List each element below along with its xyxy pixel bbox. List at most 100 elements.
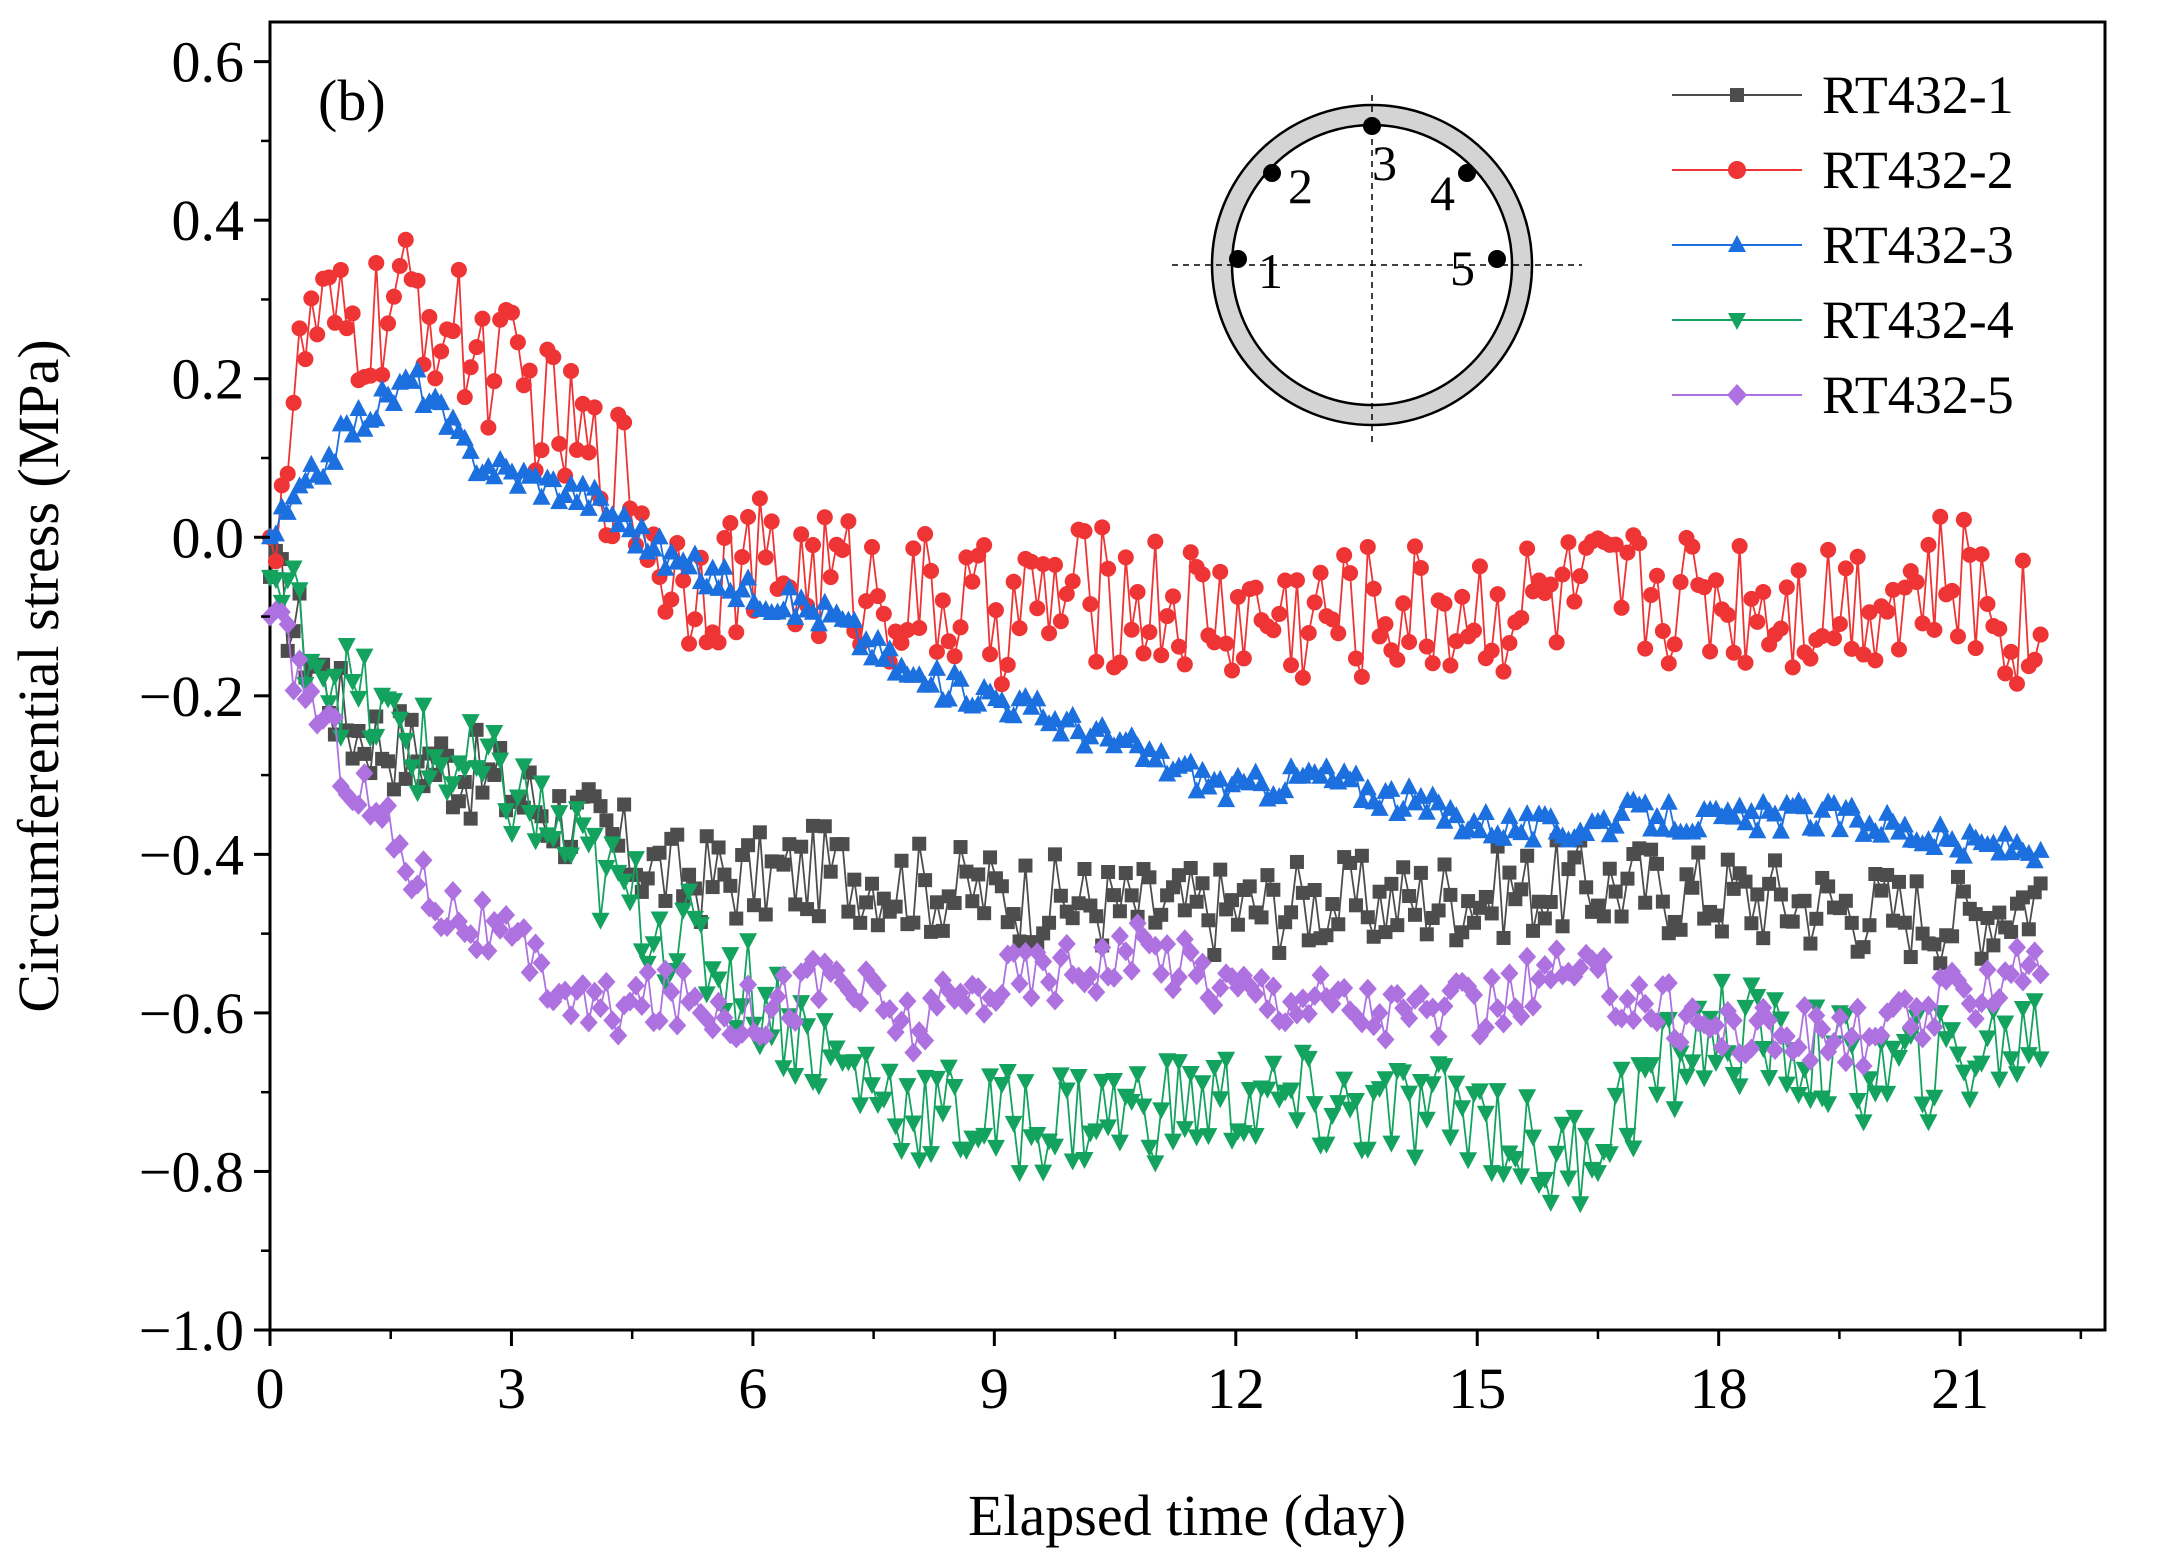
- data-point-rt432-2: [763, 513, 780, 530]
- data-point-rt432-1: [1260, 868, 1275, 883]
- data-point-rt432-5: [957, 994, 976, 1015]
- data-point-rt432-5: [1813, 1019, 1832, 1040]
- data-point-rt432-4: [1110, 1134, 1129, 1152]
- data-point-rt432-5: [426, 901, 445, 922]
- data-point-rt432-1: [1083, 898, 1098, 913]
- data-point-rt432-3: [1653, 819, 1672, 837]
- y-tick-label: −1.0: [139, 1298, 244, 1363]
- data-point-rt432-5: [892, 1010, 911, 1031]
- data-point-rt432-2: [905, 540, 922, 557]
- data-point-rt432-4: [1394, 1064, 1413, 1082]
- data-point-rt432-5: [1529, 969, 1548, 990]
- data-point-rt432-4: [390, 711, 409, 729]
- data-point-rt432-3: [1075, 736, 1094, 754]
- data-point-rt432-4: [2002, 1051, 2021, 1069]
- data-point-rt432-2: [1814, 628, 1831, 645]
- data-point-rt432-3: [556, 486, 575, 504]
- data-point-rt432-4: [644, 936, 663, 954]
- data-point-rt432-2: [1749, 613, 1766, 630]
- data-point-rt432-5: [1482, 967, 1501, 988]
- data-point-rt432-1: [1154, 907, 1169, 922]
- data-point-rt432-1: [1590, 898, 1605, 913]
- series-rt432-4: [261, 560, 2050, 1214]
- data-point-rt432-3: [632, 517, 651, 535]
- data-point-rt432-4: [1441, 1129, 1460, 1147]
- data-point-rt432-2: [1961, 546, 1978, 563]
- legend: RT432-1 RT432-2 RT432-3 RT432-4 RT432-5: [1672, 65, 2014, 425]
- data-point-rt432-5: [1040, 971, 1059, 992]
- data-point-rt432-4: [443, 776, 462, 794]
- data-point-rt432-1: [1254, 910, 1269, 925]
- data-point-rt432-5: [467, 939, 486, 960]
- data-point-rt432-4: [1907, 1009, 1926, 1027]
- data-point-rt432-1: [1301, 933, 1316, 948]
- data-point-rt432-5: [1825, 1031, 1844, 1052]
- data-point-rt432-1: [1927, 937, 1942, 952]
- data-point-rt432-2: [934, 592, 951, 609]
- data-point-rt432-3: [1146, 750, 1165, 768]
- data-point-rt432-5: [1624, 1010, 1643, 1031]
- data-point-rt432-1: [906, 915, 921, 930]
- data-point-rt432-3: [1577, 824, 1596, 842]
- data-point-rt432-3: [314, 467, 333, 485]
- data-point-rt432-3: [278, 502, 297, 520]
- data-point-rt432-1: [1655, 894, 1670, 909]
- data-point-rt432-4: [1453, 1100, 1472, 1118]
- data-point-rt432-4: [1287, 1112, 1306, 1130]
- data-point-rt432-2: [1153, 647, 1170, 664]
- legend-label-rt432-3: RT432-3: [1822, 215, 2014, 275]
- data-point-rt432-2: [1784, 659, 1801, 676]
- data-point-rt432-5: [674, 961, 693, 982]
- data-point-rt432-4: [1217, 1051, 1236, 1069]
- data-point-rt432-4: [1459, 1152, 1478, 1170]
- data-point-rt432-5: [668, 1015, 687, 1036]
- data-point-rt432-4: [1943, 1022, 1962, 1040]
- data-point-rt432-1: [475, 785, 490, 800]
- data-point-rt432-3: [792, 588, 811, 606]
- data-point-rt432-4: [910, 1152, 929, 1170]
- data-point-rt432-5: [868, 975, 887, 996]
- data-point-rt432-1: [1679, 867, 1694, 882]
- data-point-rt432-2: [1229, 588, 1246, 605]
- data-point-rt432-4: [1128, 1066, 1147, 1084]
- data-point-rt432-3: [1943, 829, 1962, 847]
- data-point-rt432-1: [1992, 905, 2007, 920]
- data-point-rt432-1: [1762, 876, 1777, 891]
- data-point-rt432-5: [1293, 988, 1312, 1009]
- data-point-rt432-2: [1141, 624, 1158, 641]
- data-point-rt432-5: [632, 995, 651, 1016]
- data-point-rt432-1: [1838, 893, 1853, 908]
- data-point-rt432-3: [1317, 757, 1336, 775]
- data-point-rt432-4: [916, 1069, 935, 1087]
- data-point-rt432-5: [1465, 984, 1484, 1005]
- data-point-rt432-5: [1051, 947, 1070, 968]
- data-point-rt432-5: [1848, 997, 1867, 1018]
- data-point-rt432-3: [1240, 773, 1259, 791]
- data-point-rt432-3: [384, 394, 403, 412]
- legend-item-rt432-2: RT432-2: [1672, 140, 2014, 200]
- data-point-rt432-2: [1826, 630, 1843, 647]
- data-point-rt432-4: [1624, 1140, 1643, 1158]
- data-point-rt432-2: [722, 514, 739, 531]
- data-point-rt432-5: [1045, 990, 1064, 1011]
- data-point-rt432-3: [774, 600, 793, 618]
- data-point-rt432-2: [1412, 560, 1429, 577]
- data-point-rt432-5: [1647, 1012, 1666, 1033]
- data-point-rt432-3: [562, 474, 581, 492]
- data-point-rt432-5: [1193, 952, 1212, 973]
- data-point-rt432-3: [644, 539, 663, 557]
- data-point-rt432-3: [1996, 824, 2015, 842]
- data-point-rt432-4: [1246, 1128, 1265, 1146]
- data-point-rt432-2: [1566, 593, 1583, 610]
- data-point-rt432-4: [1063, 1153, 1082, 1171]
- data-point-rt432-4: [562, 847, 581, 865]
- data-point-rt432-3: [1417, 802, 1436, 820]
- data-point-rt432-1: [977, 906, 992, 921]
- data-point-rt432-5: [656, 959, 675, 980]
- data-point-rt432-2: [1064, 573, 1081, 590]
- data-point-rt432-4: [349, 690, 368, 708]
- data-point-rt432-5: [2031, 964, 2050, 985]
- data-point-rt432-2: [1401, 633, 1418, 650]
- data-point-rt432-1: [434, 736, 449, 751]
- data-point-rt432-1: [705, 880, 720, 895]
